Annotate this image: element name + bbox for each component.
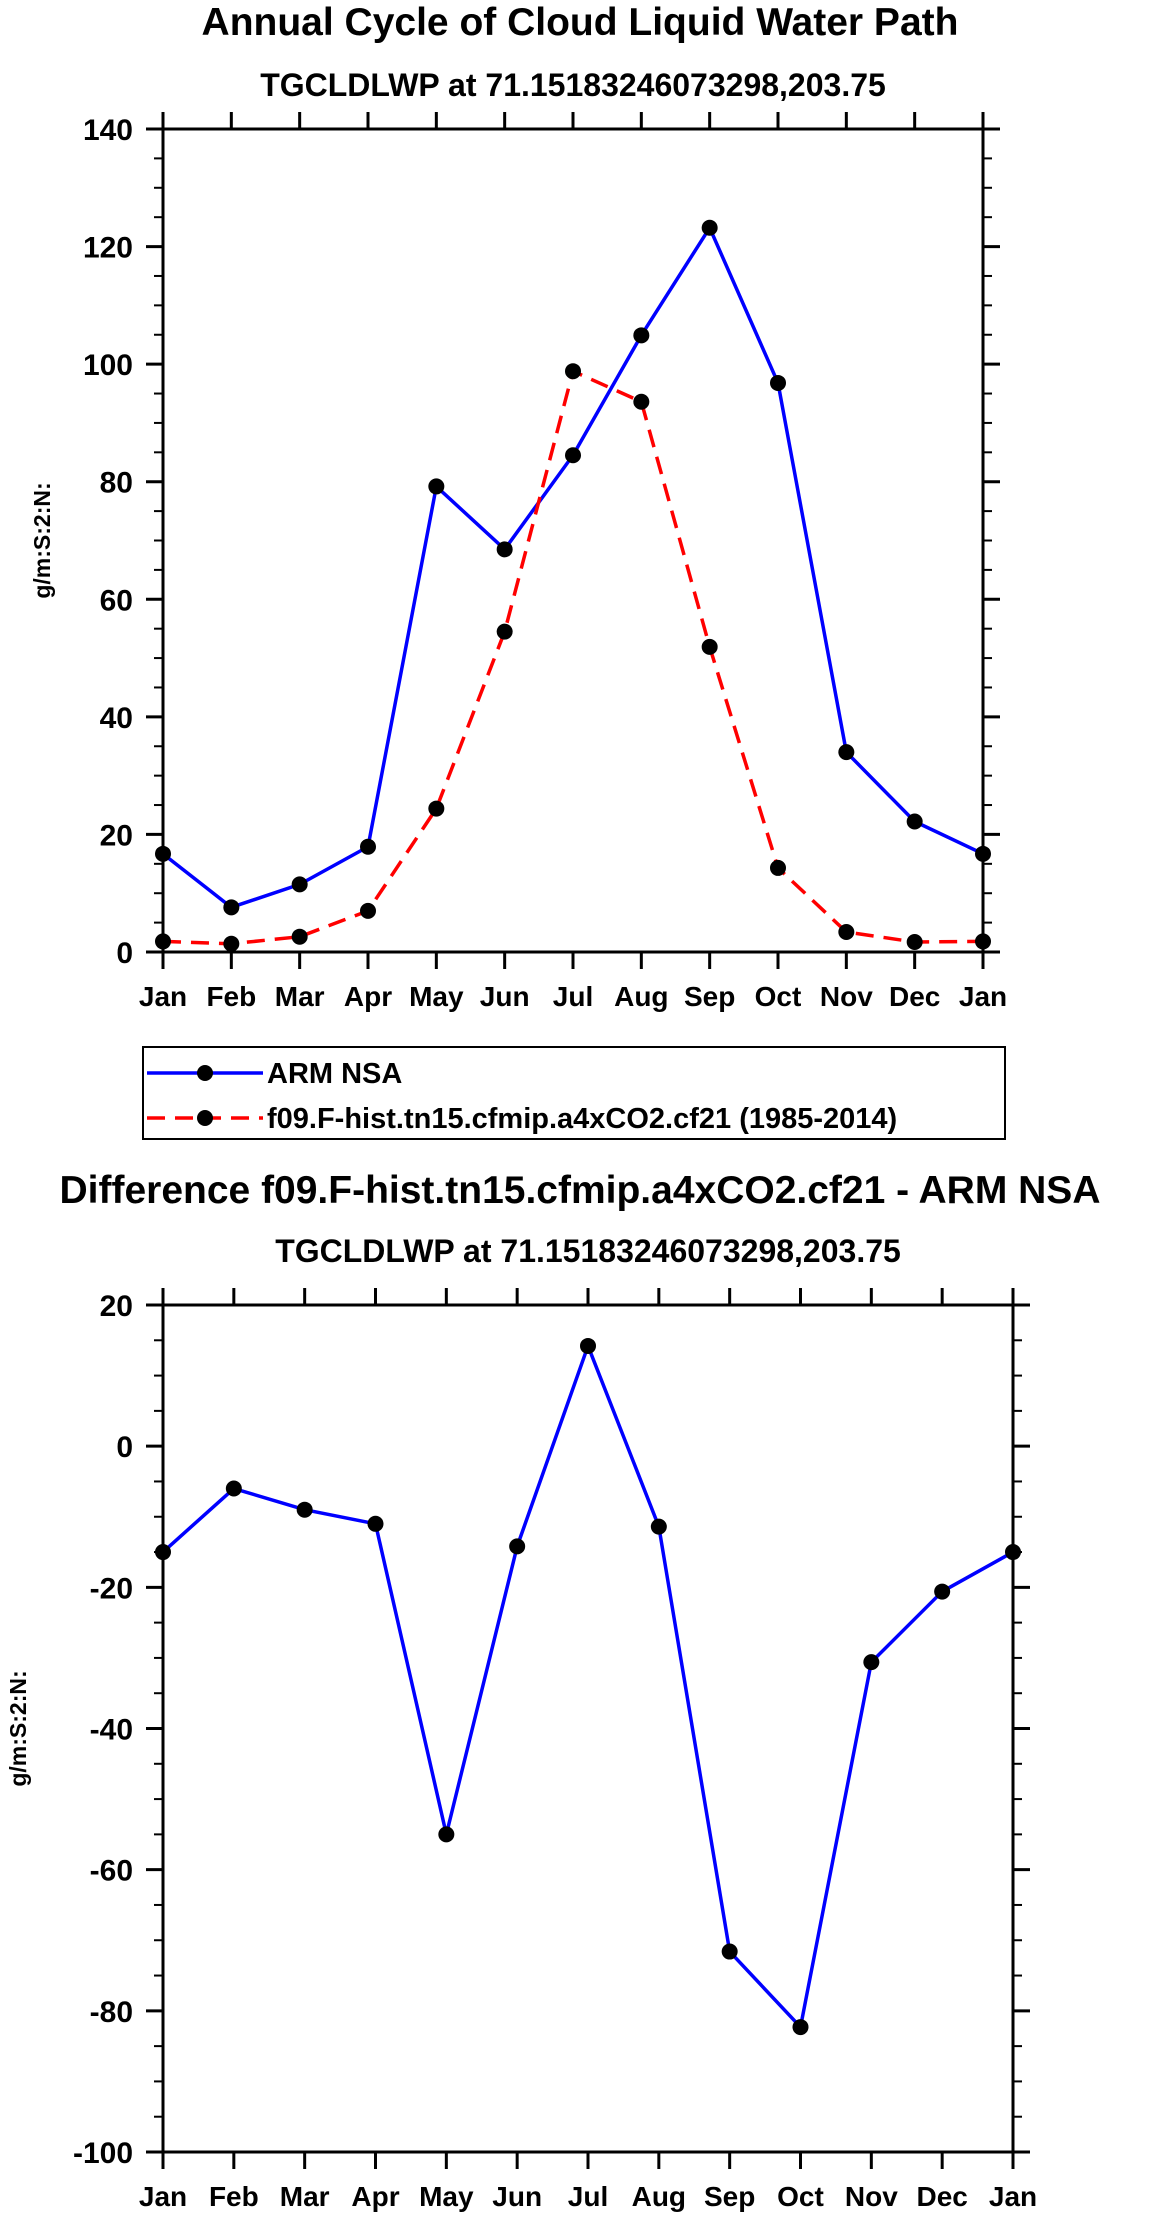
y-tick-label: 60	[100, 584, 133, 617]
data-point	[792, 2019, 809, 2036]
x-tick-label: Jan	[989, 2181, 1037, 2212]
data-point	[721, 1943, 738, 1960]
data-point	[509, 1538, 526, 1555]
series-line-1	[161, 226, 984, 910]
data-point	[906, 813, 923, 830]
y-tick-label: 40	[100, 702, 133, 735]
chart-2: Difference f09.F-hist.tn15.cfmip.a4xCO2.…	[5, 1169, 1100, 2212]
data-point	[296, 1501, 313, 1518]
x-tick-label: Apr	[344, 981, 392, 1012]
data-point	[291, 928, 308, 945]
data-point	[934, 1583, 951, 1600]
data-point	[155, 845, 171, 862]
legend-box	[142, 1046, 1006, 1140]
x-tick-label: Jan	[139, 981, 187, 1012]
plot-frame	[161, 1303, 1015, 2154]
x-tick-label: Feb	[209, 2181, 259, 2212]
data-point	[496, 623, 513, 640]
x-tick-label: Jan	[139, 2181, 187, 2212]
data-point	[291, 876, 308, 893]
data-point	[428, 478, 445, 495]
x-tick-label: May	[409, 981, 464, 1012]
legend-label-1: ARM NSA	[267, 1058, 402, 1090]
y-tick-label: 20	[100, 1290, 133, 1323]
data-point	[975, 845, 991, 862]
data-point	[975, 933, 991, 950]
data-point	[701, 638, 718, 655]
series-line-1	[161, 1344, 1014, 2029]
data-point	[225, 1480, 242, 1497]
data-point	[650, 1518, 667, 1535]
legend-label-2: f09.F-hist.tn15.cfmip.a4xCO2.cf21 (1985-…	[267, 1103, 897, 1135]
data-point	[1005, 1544, 1021, 1561]
x-tick-label: Jun	[492, 2181, 542, 2212]
data-point	[223, 935, 240, 952]
x-tick-label: Mar	[275, 981, 325, 1012]
data-point	[906, 934, 923, 951]
chart-subtitle: TGCLDLWP at 71.15183246073298,203.75	[275, 1233, 901, 1269]
x-tick-label: Sep	[684, 981, 735, 1012]
y-tick-label: 20	[100, 819, 133, 852]
x-tick-label: Jul	[553, 981, 593, 1012]
data-point	[360, 838, 376, 855]
x-tick-label: May	[419, 2181, 474, 2212]
legend-marker	[197, 1065, 213, 1081]
y-tick-label: -80	[90, 1996, 133, 2029]
y-tick-label: 100	[83, 349, 133, 382]
chart-subtitle: TGCLDLWP at 71.15183246073298,203.75	[260, 67, 886, 103]
data-point	[428, 800, 445, 817]
y-tick-label: -20	[90, 1572, 133, 1605]
x-tick-label: Oct	[755, 981, 802, 1012]
y-tick-label: -100	[73, 2137, 133, 2170]
legend-marker	[197, 1110, 213, 1126]
data-point	[580, 1337, 596, 1354]
y-tick-label: 120	[83, 232, 133, 265]
y-axis-label: g/m:S:2:N:	[29, 482, 55, 598]
x-tick-label: Jul	[568, 2181, 608, 2212]
data-point	[565, 363, 581, 380]
data-point	[633, 327, 650, 344]
data-point	[155, 933, 171, 950]
data-point	[223, 899, 240, 916]
x-tick-label: Jan	[959, 981, 1007, 1012]
chart-title: Difference f09.F-hist.tn15.cfmip.a4xCO2.…	[60, 1169, 1101, 1212]
y-tick-label: 140	[83, 114, 133, 147]
data-point	[367, 1515, 384, 1532]
chart-1: Annual Cycle of Cloud Liquid Water Path T…	[29, 1, 1007, 1140]
x-tick-label: Nov	[820, 981, 873, 1012]
data-point	[838, 744, 855, 761]
y-tick-label: 0	[116, 937, 133, 970]
x-tick-label: Nov	[845, 2181, 898, 2212]
data-point	[838, 924, 855, 941]
data-point	[863, 1654, 880, 1671]
y-tick-label: 80	[100, 467, 133, 500]
data-point	[496, 541, 513, 558]
y-tick-label: -60	[90, 1855, 133, 1888]
y-axis-label: g/m:S:2:N:	[5, 1670, 31, 1786]
y-tick-label: 0	[116, 1431, 133, 1464]
x-tick-label: Aug	[614, 981, 668, 1012]
x-tick-label: Dec	[916, 2181, 967, 2212]
data-point	[770, 859, 786, 876]
x-tick-label: Dec	[889, 981, 940, 1012]
data-point	[633, 393, 650, 410]
x-tick-label: Feb	[206, 981, 256, 1012]
plot-frame	[161, 127, 985, 954]
data-point	[438, 1826, 455, 1843]
x-tick-label: Sep	[704, 2181, 755, 2212]
data-point	[565, 447, 581, 464]
data-point	[155, 1544, 171, 1561]
data-point	[360, 902, 376, 919]
data-point	[701, 219, 718, 236]
data-point	[770, 374, 786, 391]
x-tick-label: Jun	[480, 981, 530, 1012]
x-tick-label: Aug	[632, 2181, 686, 2212]
legend: ARM NSA f09.F-hist.tn15.cfmip.a4xCO2.cf21…	[142, 1046, 1006, 1140]
x-tick-label: Oct	[777, 2181, 824, 2212]
y-tick-label: -40	[90, 1714, 133, 1747]
x-tick-label: Mar	[280, 2181, 330, 2212]
x-tick-label: Apr	[351, 2181, 399, 2212]
chart-title: Annual Cycle of Cloud Liquid Water Path	[202, 1, 959, 44]
